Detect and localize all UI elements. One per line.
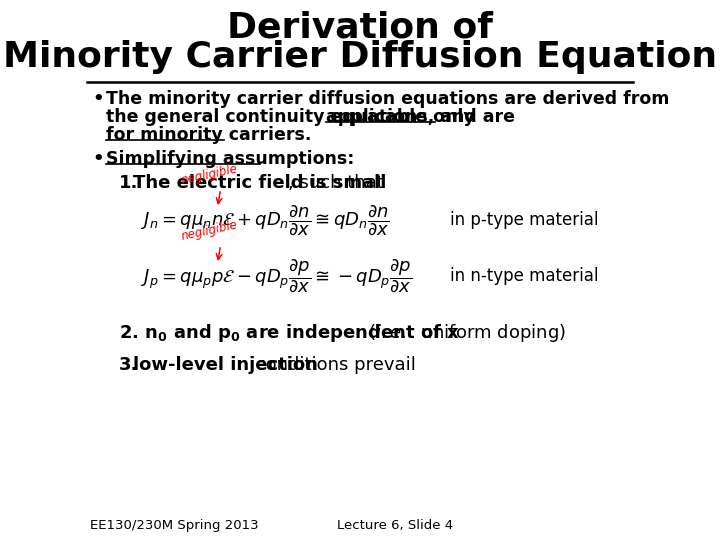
- Text: the general continuity equations, and are: the general continuity equations, and ar…: [107, 108, 521, 126]
- Text: Lecture 6, Slide 4: Lecture 6, Slide 4: [336, 519, 453, 532]
- Text: for minority carriers.: for minority carriers.: [107, 126, 312, 144]
- Text: 2. $\mathbf{n_0}$ and $\mathbf{p_0}$ are independent of $\mathbf{x}$: 2. $\mathbf{n_0}$ and $\mathbf{p_0}$ are…: [119, 322, 459, 344]
- Text: $J_n = q\mu_n n\mathcal{E} + qD_n\dfrac{\partial n}{\partial x}\cong qD_n\dfrac{: $J_n = q\mu_n n\mathcal{E} + qD_n\dfrac{…: [140, 203, 390, 237]
- Text: applicable only: applicable only: [325, 108, 474, 126]
- Text: •: •: [92, 150, 104, 168]
- Text: low-level injection: low-level injection: [133, 356, 318, 374]
- Text: Minority Carrier Diffusion Equation: Minority Carrier Diffusion Equation: [3, 40, 717, 74]
- Text: •: •: [92, 90, 104, 108]
- Text: Derivation of: Derivation of: [227, 10, 493, 44]
- Text: 3.: 3.: [119, 356, 138, 374]
- Text: The minority carrier diffusion equations are derived from: The minority carrier diffusion equations…: [107, 90, 670, 108]
- Text: Simplifying assumptions:: Simplifying assumptions:: [107, 150, 355, 168]
- Text: negligible: negligible: [180, 163, 239, 187]
- Text: , such that: , such that: [288, 174, 384, 192]
- Text: in n-type material: in n-type material: [450, 267, 598, 285]
- Text: EE130/230M Spring 2013: EE130/230M Spring 2013: [90, 519, 258, 532]
- Text: conditions prevail: conditions prevail: [251, 356, 416, 374]
- Text: in p-type material: in p-type material: [450, 211, 598, 229]
- Text: ($i.e.$  uniform doping): ($i.e.$ uniform doping): [368, 322, 566, 344]
- Text: $J_p = q\mu_p p\mathcal{E} - qD_p\dfrac{\partial p}{\partial x}\cong -qD_p\dfrac: $J_p = q\mu_p p\mathcal{E} - qD_p\dfrac{…: [140, 258, 412, 294]
- Text: negligible: negligible: [180, 218, 239, 243]
- Text: 1.: 1.: [119, 174, 138, 192]
- Text: The electric field is small: The electric field is small: [133, 174, 386, 192]
